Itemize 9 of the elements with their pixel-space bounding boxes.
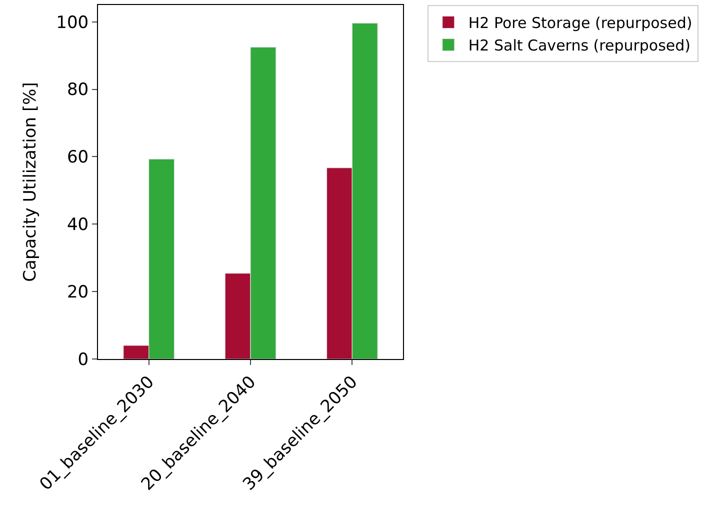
- y-axis-title: Capacity Utilization [%]: [20, 82, 41, 282]
- y-tick-label: 80: [66, 80, 89, 100]
- y-tick-label: 0: [78, 350, 89, 370]
- y-tick-label: 20: [66, 282, 89, 303]
- y-tick-label: 40: [66, 215, 89, 236]
- legend-label: H2 Salt Caverns (repurposed): [468, 36, 691, 55]
- y-tick-label: 60: [66, 148, 89, 168]
- y-tick-label: 100: [56, 12, 89, 33]
- legend-label: H2 Pore Storage (repurposed): [468, 14, 692, 32]
